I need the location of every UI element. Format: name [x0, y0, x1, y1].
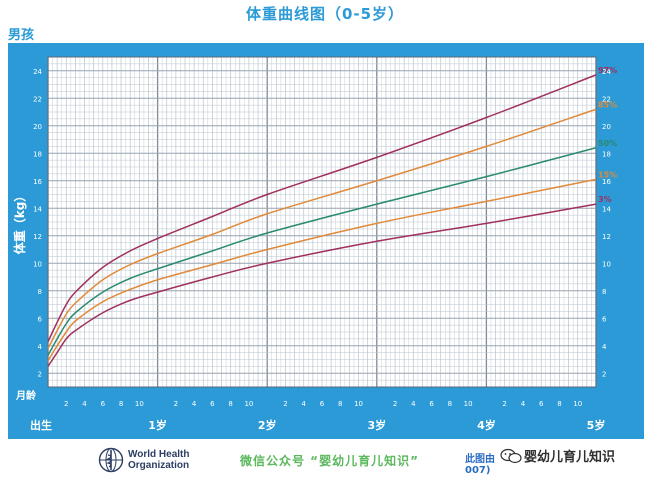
x-minor-tick-label: 6 [101, 400, 106, 408]
x-minor-tick-label: 2 [502, 400, 506, 408]
chart-frame: 2 2 4 4 6 6 8 8 10 10 12 12 14 14 16 16 18 18 20 20 22 22 24 24… [8, 43, 644, 439]
series-label: 97% [598, 66, 617, 75]
curve-50pct [47, 147, 597, 356]
y-tick-label-left: 16 [33, 178, 42, 186]
y-tick-label-right: 22 [602, 95, 611, 103]
x-minor-tick-label: 8 [557, 400, 561, 408]
x-minor-tick-label: 4 [192, 400, 197, 408]
curve-97pct [47, 74, 597, 342]
x-minor-tick-label: 2 [283, 400, 287, 408]
y-tick-label-right: 4 [602, 343, 607, 351]
curve-85pct [47, 108, 597, 349]
x-minor-tick-label: 8 [338, 400, 342, 408]
footer: World Health Organization 微信公众号 “婴幼儿育儿知识… [0, 440, 650, 483]
x-minor-tick-label: 6 [210, 400, 215, 408]
y-tick-label-left: 10 [33, 260, 42, 268]
x-major-tick-label: 出生 [30, 418, 52, 432]
x-minor-tick-label: 10 [354, 400, 363, 408]
source-note-tail: 007) [465, 465, 491, 476]
wechat-account-text: 微信公众号 “婴幼儿育儿知识” [240, 454, 419, 468]
who-line-1: World Health [128, 449, 190, 460]
gender-label: 男孩 [8, 28, 35, 43]
plot-border [47, 56, 597, 388]
y-tick-label-left: 8 [38, 288, 42, 296]
wechat-bubble-icon [500, 448, 522, 464]
x-minor-tick-label: 6 [429, 400, 434, 408]
x-major-tick-label: 4岁 [477, 418, 496, 432]
x-minor-tick-label: 8 [448, 400, 452, 408]
series-label: 50% [598, 139, 617, 148]
x-minor-tick-label: 10 [464, 400, 473, 408]
who-emblem-icon [98, 447, 124, 473]
x-minor-tick-label: 10 [573, 400, 582, 408]
y-tick-label-left: 12 [33, 233, 42, 241]
y-tick-label-left: 24 [33, 68, 42, 76]
x-minor-tick-label: 4 [82, 400, 87, 408]
y-tick-label-right: 14 [602, 205, 611, 213]
y-tick-label-right: 18 [602, 150, 611, 158]
y-tick-label-right: 2 [602, 370, 606, 378]
x-minor-tick-label: 2 [64, 400, 68, 408]
source-note-head: 此图由 [465, 454, 495, 465]
x-minor-tick-label: 10 [244, 400, 253, 408]
curve-15pct [47, 178, 597, 362]
y-tick-label-right: 10 [602, 260, 611, 268]
y-tick-label-left: 4 [38, 343, 43, 351]
y-tick-label-right: 6 [602, 315, 607, 323]
who-wordmark: World Health Organization [128, 449, 208, 471]
series-label: 85% [598, 100, 617, 109]
y-tick-label-left: 14 [33, 205, 42, 213]
x-major-tick-label: 5岁 [587, 418, 606, 432]
y-tick-label-left: 18 [33, 150, 42, 158]
y-tick-label-right: 8 [602, 288, 606, 296]
y-tick-label-left: 22 [33, 95, 42, 103]
who-line-2: Organization [128, 460, 190, 471]
y-tick-label-right: 12 [602, 233, 611, 241]
x-major-tick-label: 1岁 [148, 418, 167, 432]
x-minor-tick-label: 4 [521, 400, 526, 408]
page-title: 体重曲线图（0-5岁） [245, 5, 405, 23]
curve-3pct [47, 203, 597, 367]
y-axis-label: 体重（kg） [12, 190, 27, 255]
y-tick-label-right: 20 [602, 123, 611, 131]
x-minor-tick-label: 8 [228, 400, 232, 408]
series-label: 3% [598, 195, 612, 204]
x-major-tick-label: 2岁 [258, 418, 277, 432]
y-tick-label-left: 20 [33, 123, 42, 131]
x-minor-tick-label: 4 [301, 400, 306, 408]
series-label: 15% [598, 170, 617, 179]
y-tick-label-right: 24 [602, 68, 611, 76]
x-major-tick-label: 3岁 [367, 418, 386, 432]
x-minor-tick-label: 2 [393, 400, 397, 408]
y-tick-label-left: 6 [38, 315, 43, 323]
x-axis-label: 月龄 [15, 389, 37, 402]
x-minor-tick-label: 6 [539, 400, 544, 408]
x-minor-tick-label: 4 [411, 400, 416, 408]
y-tick-label-right: 16 [602, 178, 611, 186]
x-minor-tick-label: 8 [119, 400, 123, 408]
x-minor-tick-label: 10 [135, 400, 144, 408]
watermark-text: 婴幼儿育儿知识 [524, 450, 616, 465]
y-tick-label-left: 2 [38, 370, 42, 378]
x-minor-tick-label: 6 [320, 400, 325, 408]
source-note: 此图由007) [465, 450, 650, 476]
x-minor-tick-label: 2 [174, 400, 178, 408]
